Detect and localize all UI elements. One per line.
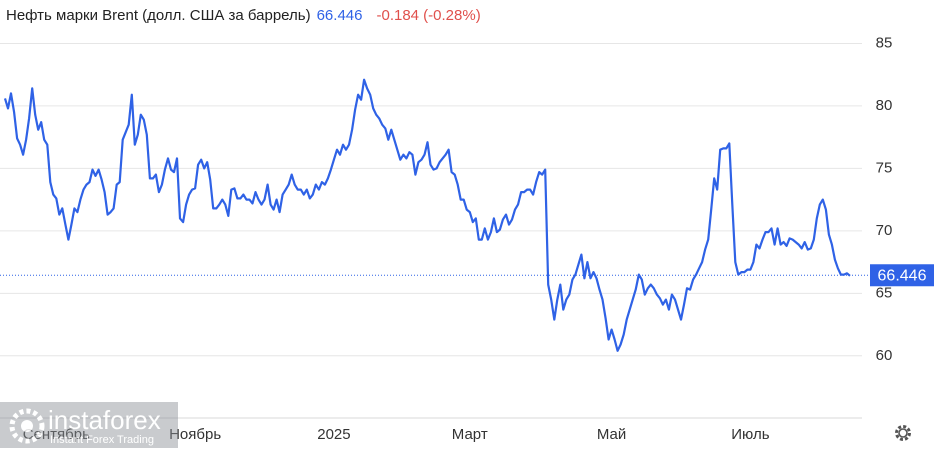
- x-tick-label: Март: [452, 426, 488, 443]
- y-tick-label: 75: [876, 159, 893, 176]
- watermark-text: instaforex: [48, 405, 161, 435]
- watermark-subtitle: Instant Forex Trading: [50, 434, 154, 446]
- x-tick-label: 2025: [317, 426, 350, 443]
- price: 66.446: [317, 7, 363, 24]
- watermark-icon: [9, 408, 45, 444]
- y-tick-label: 65: [876, 284, 893, 301]
- y-tick-label: 85: [876, 34, 893, 51]
- x-tick-label: Сентябрь: [23, 426, 90, 443]
- settings-icon[interactable]: [895, 425, 911, 441]
- last-price-label: 66.446: [878, 267, 927, 284]
- watermark: instaforex Instant Forex Trading: [0, 402, 178, 448]
- x-tick-label: Ноябрь: [169, 426, 221, 443]
- change: -0.184 (-0.28%): [376, 7, 480, 24]
- y-tick-label: 60: [876, 347, 893, 364]
- last-price-box: [870, 264, 934, 287]
- y-tick-label: 80: [876, 97, 893, 114]
- price-line: [3, 78, 851, 352]
- x-tick-label: Июль: [731, 426, 769, 443]
- grid: 60 65 70 75 80 85 Сентябрь Ноябрь 2025 Март Май Июл…: [0, 34, 892, 443]
- x-tick-label: Май: [597, 426, 626, 443]
- plot: 66.446: [0, 78, 934, 352]
- chart-title: Нефть марки Brent (долл. США за баррель): [6, 7, 311, 24]
- y-tick-label: 70: [876, 222, 893, 239]
- header: Нефть марки Brent (долл. США за баррель)…: [6, 7, 481, 24]
